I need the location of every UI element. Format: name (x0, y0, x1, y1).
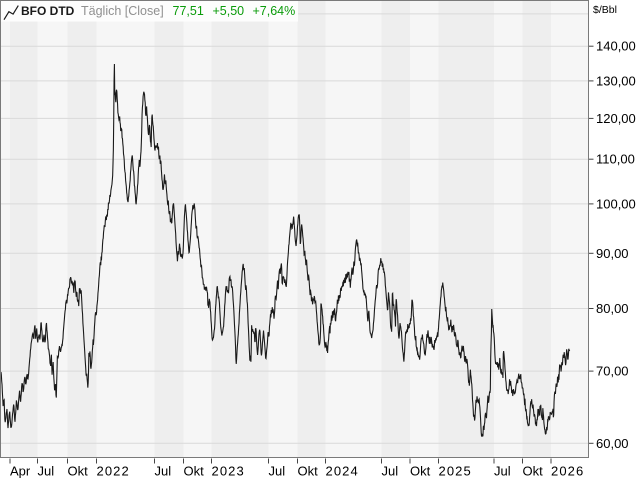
svg-text:2026: 2026 (551, 464, 584, 479)
svg-text:Jul: Jul (382, 464, 399, 479)
svg-text:60,00: 60,00 (596, 436, 629, 451)
svg-text:BFO DTD: BFO DTD (21, 4, 75, 18)
svg-text:120,00: 120,00 (596, 111, 636, 126)
svg-text:Jul: Jul (494, 464, 511, 479)
svg-text:90,00: 90,00 (596, 246, 629, 261)
svg-text:Okt: Okt (68, 464, 89, 479)
svg-text:Apr: Apr (10, 464, 31, 479)
svg-text:Jul: Jul (155, 464, 172, 479)
svg-text:+5,50: +5,50 (213, 4, 245, 18)
svg-text:70,00: 70,00 (596, 364, 629, 379)
svg-text:2025: 2025 (439, 464, 472, 479)
svg-text:Okt: Okt (410, 464, 431, 479)
svg-text:130,00: 130,00 (596, 73, 636, 88)
svg-text:100,00: 100,00 (596, 196, 636, 211)
svg-text:80,00: 80,00 (596, 301, 629, 316)
svg-text:Täglich [Close]: Täglich [Close] (81, 4, 164, 18)
svg-text:Okt: Okt (184, 464, 205, 479)
svg-text:+7,64%: +7,64% (253, 4, 296, 18)
svg-text:2022: 2022 (97, 464, 130, 479)
svg-text:110,00: 110,00 (596, 152, 635, 167)
svg-text:Okt: Okt (298, 464, 319, 479)
svg-text:Okt: Okt (523, 464, 544, 479)
svg-text:140,00: 140,00 (596, 39, 636, 54)
svg-text:Jul: Jul (38, 464, 55, 479)
svg-text:2023: 2023 (212, 464, 245, 479)
svg-text:$/Bbl: $/Bbl (593, 4, 617, 16)
svg-text:77,51: 77,51 (173, 4, 204, 18)
svg-text:Jul: Jul (269, 464, 286, 479)
svg-text:2024: 2024 (326, 464, 359, 479)
